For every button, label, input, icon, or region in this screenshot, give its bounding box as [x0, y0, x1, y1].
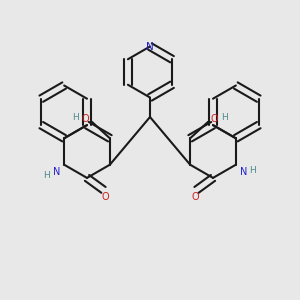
- Text: H: H: [250, 166, 256, 175]
- Text: H: H: [43, 171, 50, 180]
- Text: O: O: [211, 114, 218, 124]
- Text: N: N: [240, 167, 247, 177]
- Text: O: O: [82, 114, 89, 124]
- Text: N: N: [146, 41, 154, 52]
- Text: H: H: [72, 113, 79, 122]
- Text: H: H: [221, 113, 228, 122]
- Text: O: O: [101, 191, 109, 202]
- Text: O: O: [191, 191, 199, 202]
- Text: N: N: [53, 167, 60, 177]
